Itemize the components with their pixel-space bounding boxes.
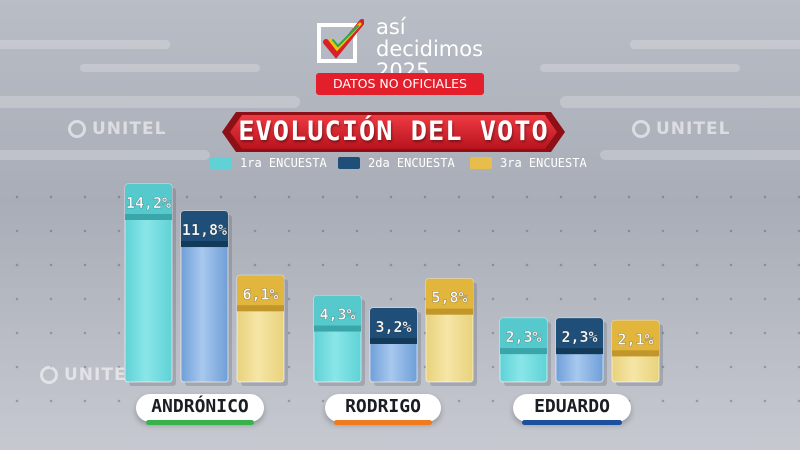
bar-value-label: 6,1%: [242, 285, 278, 303]
bar-value-label: 11,8%: [182, 221, 227, 239]
legend-swatch-3: [470, 157, 492, 169]
bar-value-label: 2,1%: [617, 330, 653, 348]
legend-label-2: 2da ENCUESTA: [368, 156, 455, 170]
banner-shape: [222, 112, 565, 152]
bar-head: [426, 278, 473, 315]
logo-line-1: así: [376, 15, 406, 39]
bar-head-edge: [556, 348, 603, 355]
candidate-label-eduardo: EDUARDO: [513, 394, 631, 425]
legend-item-3: 3ra ENCUESTA: [470, 156, 587, 170]
bar-value-label: 2,3%: [505, 328, 541, 346]
asi-decidimos-logo: así decidimos 2025: [316, 15, 492, 82]
bar-value-label: 4,3%: [319, 306, 355, 324]
bar-head-edge: [181, 241, 228, 248]
bar-head: [237, 275, 284, 312]
watermark-bottom: UNITEL: [40, 365, 138, 385]
unitel-logo-icon: [40, 366, 58, 384]
legend-item-1: 1ra ENCUESTA: [210, 156, 327, 170]
candidate-color-bar: [334, 420, 432, 425]
bar-head: [556, 318, 603, 355]
bar-head: [181, 211, 228, 248]
unitel-logo-icon: [632, 120, 650, 138]
candidate-label-rodrigo: RODRIGO: [325, 394, 441, 425]
legend: 1ra ENCUESTA 2da ENCUESTA 3ra ENCUESTA: [0, 156, 800, 176]
unofficial-data-badge: DATOS NO OFICIALES: [316, 73, 484, 95]
legend-swatch-2: [338, 157, 360, 169]
watermark-left: UNITEL: [68, 119, 166, 139]
bar-value-label: 5,8%: [431, 289, 467, 307]
chart-title: EVOLUCIÓN DEL VOTO: [238, 116, 549, 147]
bar-head: [612, 320, 659, 357]
bar-head: [314, 295, 361, 332]
bar-head: [125, 184, 172, 220]
candidate-color-bar: [522, 420, 622, 425]
bar-value-label: 2,3%: [561, 328, 597, 346]
legend-item-2: 2da ENCUESTA: [338, 156, 455, 170]
watermark-right: UNITEL: [632, 119, 730, 139]
bar-value-label: 3,2%: [375, 318, 411, 336]
candidate-name: ANDRÓNICO: [151, 396, 249, 417]
checkbox-icon: [317, 19, 364, 63]
bar-head-edge: [426, 308, 473, 315]
legend-label-3: 3ra ENCUESTA: [500, 156, 587, 170]
candidate-label-andronico: ANDRÓNICO: [136, 394, 264, 425]
bar-head-edge: [612, 350, 659, 357]
legend-label-1: 1ra ENCUESTA: [240, 156, 327, 170]
bar-head-edge: [237, 305, 284, 312]
bar-head-edge: [125, 214, 172, 220]
bar-value-label: 14,2%: [126, 194, 171, 212]
legend-swatch-1: [210, 157, 232, 169]
candidate-color-bar: [146, 420, 254, 425]
logo-line-2: decidimos: [376, 37, 484, 61]
bar-head-edge: [500, 348, 547, 355]
bar-head-edge: [370, 337, 417, 344]
candidate-name: EDUARDO: [534, 396, 610, 417]
unitel-logo-icon: [68, 120, 86, 138]
bar-head: [370, 307, 417, 344]
title-banner: EVOLUCIÓN DEL VOTO: [222, 108, 565, 156]
candidate-name: RODRIGO: [345, 396, 421, 417]
bar-head: [500, 318, 547, 355]
bar-head-edge: [314, 325, 361, 332]
